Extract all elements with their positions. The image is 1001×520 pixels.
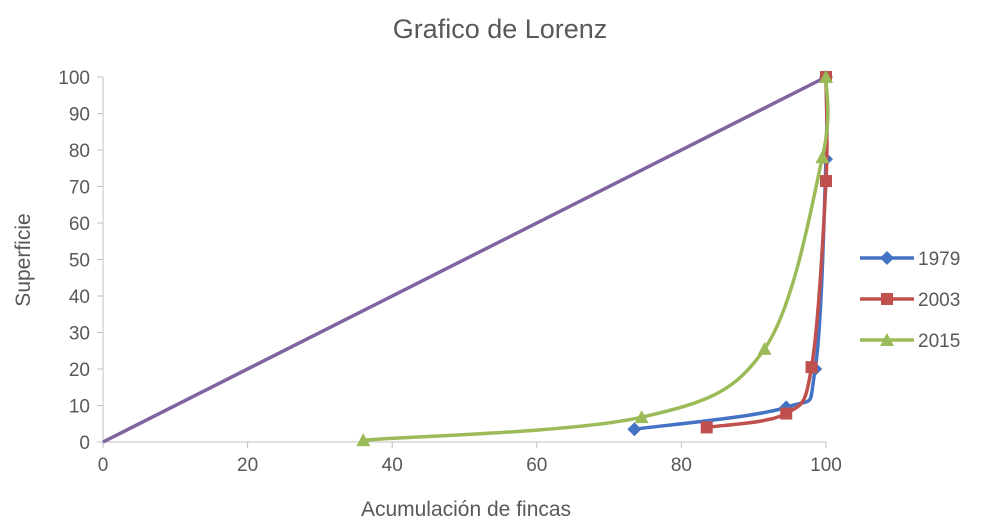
- legend: 1979 2003 2015: [860, 249, 960, 352]
- series-line-equality: [102, 75, 827, 444]
- x-tick-label: 20: [237, 455, 258, 476]
- legend-label-2003: 2003: [918, 290, 960, 311]
- data-point-2003: [780, 407, 793, 420]
- y-tick-label: 80: [69, 141, 90, 162]
- legend-label-2015: 2015: [918, 331, 960, 352]
- data-point-2015: [819, 70, 833, 83]
- plot-area: 0 10 20 30 40 50 60 70 80 90 100 0 20 40 60 80 100: [58, 68, 842, 476]
- x-tick-label: 40: [382, 455, 403, 476]
- x-tick-label: 100: [810, 455, 842, 476]
- data-point-2015: [634, 410, 649, 424]
- y-tick-label: 60: [69, 214, 90, 235]
- legend-label-1979: 1979: [918, 249, 960, 270]
- data-point-2003: [805, 361, 818, 374]
- data-point-2003: [820, 175, 832, 188]
- legend-marker-2003: [881, 293, 893, 305]
- y-tick-label: 70: [69, 178, 90, 199]
- legend-marker-1979: [880, 251, 894, 265]
- y-tick-label: 100: [58, 68, 90, 89]
- chart-title: Grafico de Lorenz: [393, 14, 608, 44]
- y-tick-label: 20: [69, 360, 90, 381]
- data-point-2015: [356, 433, 371, 447]
- y-tick-label: 40: [69, 287, 90, 308]
- y-axis-title: Superficie: [12, 213, 35, 306]
- legend-marker-2015: [880, 333, 894, 346]
- series-line-2015: [363, 76, 830, 442]
- x-axis-title: Acumulación de fincas: [361, 498, 571, 520]
- x-tick-label: 80: [671, 455, 692, 476]
- x-tick-label: 0: [98, 455, 109, 476]
- y-tick-label: 10: [69, 397, 90, 418]
- data-point-2003: [700, 421, 713, 434]
- data-point-1979: [627, 422, 642, 437]
- data-point-2015: [757, 341, 772, 355]
- data-point-2015: [815, 150, 830, 164]
- series-line-1979: [634, 76, 829, 431]
- y-tick-label: 30: [69, 324, 90, 345]
- y-tick-label: 50: [69, 251, 90, 272]
- x-tick-label: 60: [526, 455, 547, 476]
- y-tick-label: 0: [79, 433, 90, 454]
- y-tick-label: 90: [69, 105, 90, 126]
